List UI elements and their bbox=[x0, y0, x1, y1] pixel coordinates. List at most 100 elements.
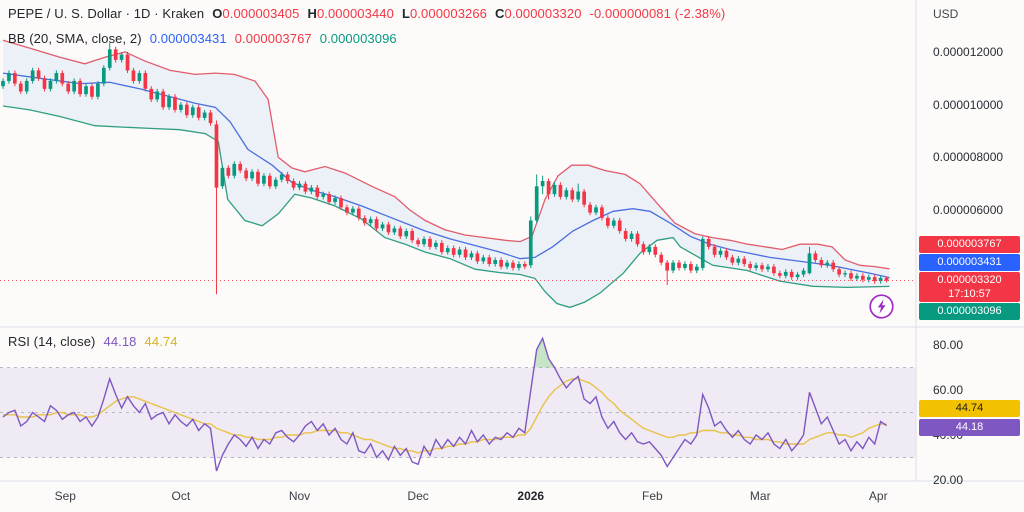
candle-body bbox=[362, 217, 367, 224]
candle-body bbox=[439, 242, 444, 253]
candle-body bbox=[534, 186, 539, 221]
candle-body bbox=[594, 207, 598, 213]
candle-body bbox=[113, 49, 118, 60]
candle-body bbox=[730, 257, 735, 263]
candle-body bbox=[849, 273, 853, 279]
candle-body bbox=[119, 54, 124, 60]
candle-body bbox=[416, 240, 420, 245]
candle-body bbox=[611, 220, 616, 226]
currency-label[interactable]: USD bbox=[933, 7, 959, 21]
candle-body bbox=[386, 224, 391, 233]
candle-body bbox=[7, 73, 11, 81]
candle-body bbox=[398, 228, 403, 237]
bb-legend-row[interactable]: BB (20, SMA, close, 2) 0.000003431 0.000… bbox=[8, 31, 397, 46]
rsi-tick-label: 60.00 bbox=[933, 383, 964, 397]
candle-body bbox=[351, 208, 355, 213]
candle-body bbox=[404, 231, 409, 237]
bb-fill bbox=[3, 40, 890, 308]
rsi-ma-line bbox=[3, 378, 887, 454]
candle-body bbox=[96, 83, 100, 97]
price-tick-label: 0.000008000 bbox=[933, 150, 1004, 165]
candle-body bbox=[422, 238, 426, 245]
boost-button[interactable] bbox=[868, 293, 895, 320]
candle-body bbox=[244, 170, 248, 179]
candle-body bbox=[689, 263, 693, 271]
candle-body bbox=[380, 224, 385, 229]
candle-body bbox=[665, 262, 669, 271]
price-badge: 0.000003096 bbox=[919, 303, 1020, 320]
candle-body bbox=[801, 270, 806, 275]
candle-body bbox=[718, 250, 723, 255]
price-badge: 0.000003431 bbox=[919, 254, 1020, 271]
candle-body bbox=[30, 70, 35, 81]
candle-body bbox=[173, 96, 177, 110]
candle-body bbox=[647, 246, 652, 253]
candle-body bbox=[706, 238, 711, 247]
candle-body bbox=[754, 265, 758, 268]
bb-basis-line bbox=[2, 72, 890, 279]
candle-body bbox=[552, 184, 557, 195]
candle-body bbox=[232, 163, 237, 176]
candle-body bbox=[155, 91, 160, 100]
candle-body bbox=[795, 274, 800, 278]
change-value: -0.000000081 (-2.38%) bbox=[589, 6, 726, 21]
candle-body bbox=[368, 219, 373, 224]
rsi-tick-label: 20.00 bbox=[933, 473, 964, 487]
rsi-badge: 44.74 bbox=[919, 400, 1020, 417]
candle-body bbox=[505, 262, 509, 267]
candle-body bbox=[190, 107, 195, 116]
candle-body bbox=[783, 271, 788, 276]
candle-body bbox=[481, 257, 486, 262]
candle-body bbox=[42, 78, 47, 89]
time-tick-2026: 2026 bbox=[517, 489, 545, 503]
bb-upper-line bbox=[2, 39, 890, 270]
rsi-badge: 44.18 bbox=[919, 419, 1020, 436]
low-value: L0.000003266 bbox=[401, 6, 488, 21]
candle-body bbox=[861, 275, 865, 280]
candle-body bbox=[220, 167, 225, 187]
candle-body bbox=[724, 250, 729, 258]
candle-body bbox=[268, 175, 272, 187]
candle-body bbox=[297, 183, 302, 188]
candle-body bbox=[766, 266, 770, 270]
candle-body bbox=[202, 112, 207, 118]
candle-body bbox=[101, 67, 106, 84]
candle-body bbox=[635, 233, 640, 245]
candle-body bbox=[167, 96, 171, 108]
candle-body bbox=[742, 258, 747, 264]
candle-body bbox=[570, 190, 575, 200]
candle-body bbox=[303, 183, 308, 192]
time-tick-Mar: Mar bbox=[749, 489, 771, 503]
candle-body bbox=[291, 181, 296, 188]
candle-body bbox=[333, 198, 337, 203]
last-price-time: 17:10:57 bbox=[948, 288, 991, 300]
candle-body bbox=[469, 253, 474, 258]
lightning-icon bbox=[869, 294, 894, 319]
candle-body bbox=[434, 242, 438, 247]
candle-body bbox=[315, 187, 320, 197]
rsi-legend-row[interactable]: RSI (14, close) 44.18 44.74 bbox=[8, 334, 178, 349]
candle-body bbox=[683, 263, 687, 268]
bb-lower-line bbox=[2, 105, 890, 309]
bb-basis-value: 0.000003431 bbox=[149, 31, 227, 46]
candle-body bbox=[546, 181, 551, 195]
candle-body bbox=[60, 73, 65, 84]
candle-body bbox=[463, 249, 468, 258]
candle-body bbox=[84, 86, 88, 95]
candle-body bbox=[855, 275, 859, 279]
candle-body bbox=[184, 104, 189, 116]
open-value: O0.000003405 bbox=[212, 6, 300, 21]
time-tick-Apr: Apr bbox=[868, 489, 888, 503]
candle-body bbox=[161, 91, 165, 108]
candle-body bbox=[499, 260, 503, 267]
candle-body bbox=[137, 73, 142, 81]
candle-body bbox=[256, 171, 260, 184]
candle-body bbox=[107, 49, 112, 68]
candle-body bbox=[285, 174, 290, 182]
candle-body bbox=[736, 258, 741, 263]
candle-body bbox=[700, 238, 705, 268]
candle-body bbox=[623, 231, 628, 239]
symbol-legend-row[interactable]: PEPE / U. S. Dollar · 1D · Kraken O0.000… bbox=[8, 6, 725, 21]
